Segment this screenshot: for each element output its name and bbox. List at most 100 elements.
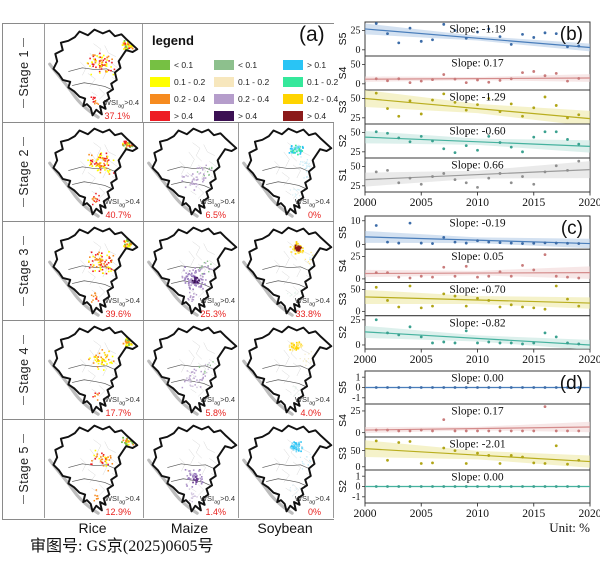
map-cell-rice-stage-2: WSIag>0.4 40.7% [44,123,143,221]
wsi-percent: 40.7% [105,210,131,220]
svg-text:25: 25 [351,147,361,158]
wsi-threshold-label: WSIag>0.4 [294,394,330,407]
wsi-threshold-label: WSIag>0.4 [294,493,330,506]
legend-swatch [150,110,170,121]
wsi-threshold-label: WSIag>0.4 [104,493,140,506]
crop-label-soybean: Soybean [257,520,313,536]
map-maize-s3 [147,226,238,317]
x-tick-b-2000: 2000 [354,197,377,209]
map-cell-maize-stage-4: WSIag>0.4 5.8% [143,321,238,419]
wsi-threshold-label: WSIag>0.4 [199,394,235,407]
stage-label: Stage 2 [16,148,31,196]
trend-panel-b: Slope: -1.19 25 0 S5 (b) Slope: 0.17 50 0 S4 Slop… [337,21,600,209]
wsi-percent: 37.1% [104,111,130,121]
wsi-threshold-label: WSIag>0.4 [103,97,139,110]
slope-label-b-S2: Slope: -0.60 [449,126,505,138]
y-axis-label-d-S3: S3 [337,447,349,460]
stage-row-3: Stage 3 WSIag>0.4 39.6% WSIag>0.4 25.3% WSIag… [3,221,334,320]
wsi-threshold-label: WSIag>0.4 [199,196,235,209]
map-cell-maize-stage-5: WSIag>0.4 1.4% [143,420,238,518]
stage-tick-bottom [23,297,24,307]
stage-label-cell: Stage 3 [3,222,44,320]
map-soybean-s5 [242,424,333,515]
map-rice-s1 [48,28,139,119]
map-rice-s5 [48,424,139,515]
x-tick-c-2005: 2005 [410,354,433,366]
y-axis-label-c-S5: S5 [337,226,349,239]
svg-text:0: 0 [356,79,361,90]
legend-entry: > 0.4 [214,107,283,124]
slope-label-d-S3: Slope: -2.01 [449,439,505,451]
map-cell-soybean-stage-2: WSIag>0.4 0% [238,123,334,221]
wsi-percent: 25.3% [200,309,226,319]
stage-tick-top [23,334,24,344]
svg-text:0: 0 [356,428,361,439]
legend-entry: < 0.1 [214,56,283,73]
legend-entry-label: 0.1 - 0.2 [238,76,270,87]
slope-label-c-S3: Slope: -0.70 [449,284,505,296]
stage-label-cell: Stage 4 [3,321,44,419]
maps-grid: Stage 1 WSIag>0.4 37.1% legend < 0.1 < 0.1 > 0… [2,23,338,520]
legend-swatch [214,110,234,121]
svg-text:25: 25 [351,315,361,326]
svg-text:50: 50 [351,162,361,173]
y-axis-label-d-S2: S2 [337,480,349,493]
svg-text:25: 25 [351,181,361,192]
map-rice-s4 [48,325,139,416]
svg-text:1: 1 [356,372,361,383]
y-axis-label-b-S5: S5 [337,32,349,45]
wsi-percent: 1.4% [205,507,226,517]
stage-row-5: Stage 5 WSIag>0.4 12.9% WSIag>0.4 1.4% WSIag>… [3,419,334,518]
legend-swatch [150,93,170,104]
x-tick-c-2015: 2015 [522,354,545,366]
stage-tick-top [23,235,24,245]
legend-entry-label: 0.2 - 0.4 [238,93,270,104]
legend-entry-label: < 0.1 [174,59,194,70]
x-tick-c-2010: 2010 [466,354,489,366]
map-cell-rice-stage-5: WSIag>0.4 12.9% [44,420,143,518]
slope-label-b-S3: Slope: -1.29 [449,92,505,104]
x-tick-d-2005: 2005 [410,508,433,520]
y-axis-label-d-S4: S4 [337,414,349,427]
x-tick-d-2020: 2020 [579,508,600,520]
wsi-threshold-label: WSIag>0.4 [199,295,235,308]
svg-text:10: 10 [351,216,361,227]
map-cell-soybean-stage-5: WSIag>0.4 0% [238,420,334,518]
svg-text:0: 0 [356,340,361,351]
stage-label: Stage 4 [16,346,31,394]
svg-text:0: 0 [356,240,361,251]
unit-label: Unit: % [549,520,590,535]
slope-label-b-S4: Slope: 0.17 [451,58,504,70]
stage-tick-top [23,433,24,443]
legend-entry-label: > 0.4 [307,110,327,121]
legend-swatch [150,59,170,70]
legend-swatch [150,76,170,87]
crop-label-rice: Rice [78,520,107,536]
y-axis-label-c-S4: S4 [337,259,349,272]
wsi-percent: 6.5% [205,210,226,220]
stage-row-4: Stage 4 WSIag>0.4 17.7% WSIag>0.4 5.8% WSIag>… [3,320,334,419]
stage-tick-bottom [23,495,24,505]
legend-entry-label: 0.2 - 0.4 [307,93,339,104]
legend-entry-label: > 0.1 [307,59,327,70]
legend-entry: 0.2 - 0.4 [214,90,283,107]
y-axis-label-b-S1: S1 [337,168,349,181]
svg-text:25: 25 [351,406,361,417]
x-tick-d-2000: 2000 [354,508,377,520]
panel-label-c: (c) [561,218,583,239]
svg-text:1: 1 [356,471,361,482]
wsi-threshold-label: WSIag>0.4 [199,493,235,506]
wsi-threshold-label: WSIag>0.4 [104,196,140,209]
crop-label-maize: Maize [170,520,209,536]
stage-label-cell: Stage 1 [3,24,44,122]
svg-text:0: 0 [356,383,361,394]
x-tick-c-2020: 2020 [579,354,600,366]
map-cell-soybean-stage-4: WSIag>0.4 4.0% [238,321,334,419]
legend: legend < 0.1 < 0.1 > 0.1 0.1 - 0.2 0.1 - 0.2 0… [143,24,338,124]
legend-entry-label: 0.2 - 0.4 [174,93,206,104]
map-cell-maize-stage-3: WSIag>0.4 25.3% [143,222,238,320]
wsi-percent: 5.8% [205,408,226,418]
wsi-percent: 17.7% [105,408,131,418]
